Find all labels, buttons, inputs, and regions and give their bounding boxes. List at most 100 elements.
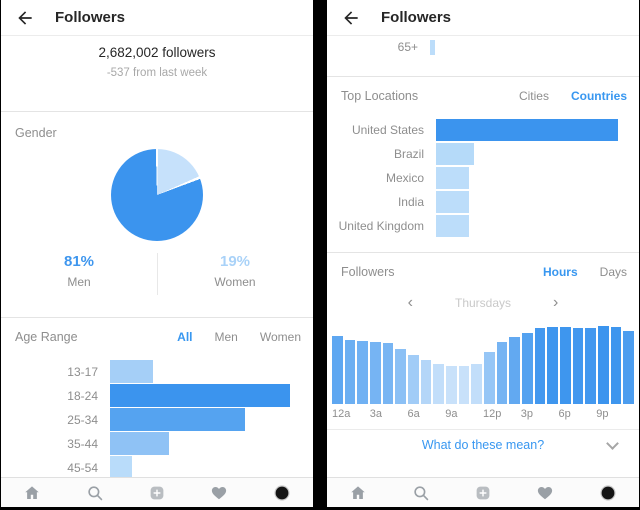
bar-label: 25-34 — [67, 412, 98, 427]
chevron-down-icon[interactable] — [606, 437, 619, 450]
home-icon[interactable] — [327, 484, 389, 502]
bar — [436, 191, 469, 213]
bar — [623, 330, 635, 404]
bar-row: United States — [327, 119, 639, 141]
followers-activity-section-label: Followers — [341, 265, 395, 279]
chevron-right-icon[interactable]: › — [553, 294, 559, 311]
what-do-these-mean-link[interactable]: What do these mean? — [421, 438, 545, 452]
bar — [110, 432, 170, 455]
day-selector-label: Thursdays — [454, 296, 512, 310]
new-post-icon[interactable] — [452, 484, 514, 502]
follower-change: -537 from last week — [106, 67, 208, 79]
new-post-icon[interactable] — [126, 484, 188, 502]
search-icon[interactable] — [63, 484, 125, 502]
bar — [534, 328, 546, 404]
tab-countries[interactable]: Countries — [570, 89, 627, 103]
bottom-nav — [327, 477, 639, 507]
gender-section-label: Gender — [15, 126, 57, 140]
bar-label: 35-44 — [67, 436, 98, 451]
bar — [408, 354, 419, 404]
section-divider — [327, 252, 639, 253]
bar — [436, 215, 469, 237]
bar — [436, 119, 618, 141]
bar-label: 65+ — [397, 40, 418, 54]
followers-summary: 2,682,002 followers -537 from last week — [1, 36, 313, 79]
gender-women-stat: 19% Women — [157, 253, 313, 289]
bar — [382, 343, 394, 404]
bar-row: Brazil — [327, 143, 639, 165]
bar-label: 18-24 — [67, 388, 98, 403]
bar-label: United States — [351, 123, 424, 137]
search-icon[interactable] — [389, 484, 451, 502]
day-selector: ‹ Thursdays › — [327, 294, 639, 312]
women-label: Women — [214, 275, 256, 289]
top-locations-section-label: Top Locations — [341, 89, 419, 103]
axis-tick-label: 6a — [407, 408, 420, 420]
bar-label: 45-54 — [67, 460, 98, 475]
back-arrow-icon[interactable] — [15, 8, 35, 28]
bar — [446, 365, 457, 404]
axis-tick-label: 12p — [483, 408, 502, 420]
activity-heart-icon[interactable] — [188, 484, 250, 502]
tab-cities[interactable]: Cities — [518, 89, 549, 103]
bar — [110, 360, 154, 383]
bar-row: Mexico — [327, 167, 639, 189]
bar-label: United Kingdom — [338, 219, 424, 233]
bar — [458, 365, 470, 404]
axis-tick-label: 6p — [558, 408, 571, 420]
bar-label: 13-17 — [67, 364, 98, 379]
hourly-activity-bar-chart — [332, 326, 635, 404]
bar — [471, 364, 483, 404]
bar — [585, 328, 597, 404]
bar — [572, 328, 584, 404]
followers-screen-right: Followers 65+ Top Locations Cities Count… — [327, 0, 639, 507]
bar — [433, 364, 445, 404]
profile-avatar-icon[interactable] — [577, 484, 639, 502]
bar — [420, 360, 432, 404]
axis-tick-label: 9p — [596, 408, 609, 420]
bar-row: 18-24 — [1, 384, 313, 407]
bar — [522, 333, 533, 404]
followers-screen-left: Followers 2,682,002 followers -537 from … — [1, 0, 313, 507]
top-locations-bar-chart: United States Brazil Mexico India United Kin… — [327, 119, 639, 237]
bar — [430, 39, 435, 55]
bar — [332, 336, 343, 404]
vertical-divider — [157, 253, 158, 295]
gender-men-stat: 81% Men — [1, 253, 157, 289]
bar-label: India — [397, 195, 424, 209]
bar — [610, 326, 622, 404]
bar — [509, 336, 521, 404]
age-range-partial-row: 65+ — [327, 39, 639, 55]
profile-avatar-icon[interactable] — [251, 484, 313, 502]
follower-count: 2,682,002 followers — [98, 45, 216, 60]
bar — [110, 408, 245, 431]
bar — [484, 351, 495, 404]
gender-stats: 81% Men 19% Women — [1, 253, 313, 295]
section-divider — [1, 317, 313, 318]
tab-men[interactable]: Men — [214, 330, 238, 344]
bar — [110, 384, 290, 407]
app-bar: Followers — [1, 0, 313, 36]
age-range-header: Age Range All Men Women — [1, 318, 313, 344]
followers-activity-header: Followers Hours Days — [327, 253, 639, 279]
bar-row: 13-17 — [1, 360, 313, 383]
activity-heart-icon[interactable] — [514, 484, 576, 502]
section-divider — [1, 111, 313, 112]
women-percent: 19% — [219, 253, 251, 270]
bar-label: Brazil — [393, 147, 424, 161]
home-icon[interactable] — [1, 484, 63, 502]
chevron-left-icon[interactable]: ‹ — [407, 294, 413, 311]
tab-women[interactable]: Women — [259, 330, 301, 344]
tab-days[interactable]: Days — [599, 265, 627, 279]
bar — [370, 342, 381, 404]
bar-row: 45-54 — [1, 456, 313, 479]
help-row: What do these mean? — [327, 429, 639, 460]
bar — [110, 456, 132, 479]
tab-hours[interactable]: Hours — [542, 265, 578, 279]
bar-label: Mexico — [385, 171, 424, 185]
tab-all[interactable]: All — [177, 330, 193, 344]
back-arrow-icon[interactable] — [341, 8, 361, 28]
bar — [598, 326, 609, 404]
page-title: Followers — [55, 9, 126, 26]
bar-row: United Kingdom — [327, 215, 639, 237]
